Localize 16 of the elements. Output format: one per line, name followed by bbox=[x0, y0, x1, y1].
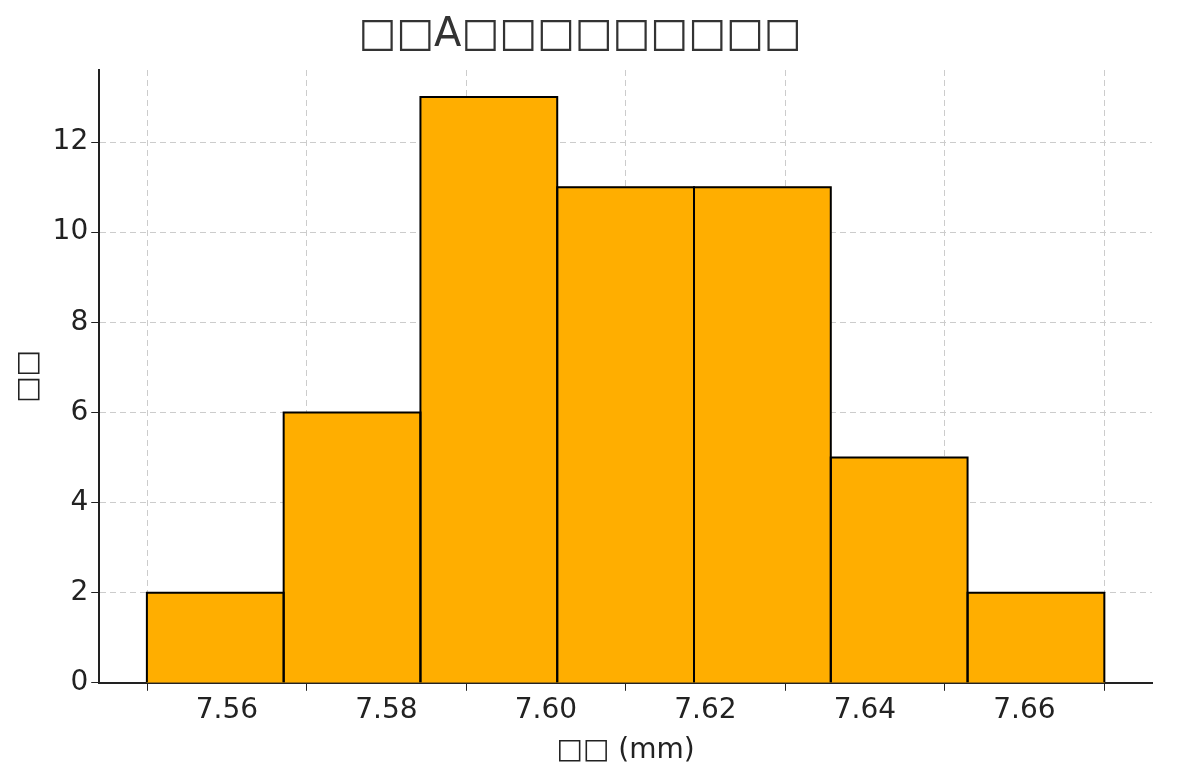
y-tick-label: 12 bbox=[52, 123, 89, 157]
y-axis-title: □□ bbox=[10, 349, 44, 403]
x-tick-label: 7.66 bbox=[993, 691, 1056, 725]
chart-title: □□A□□□□□□□□□ bbox=[358, 9, 802, 56]
x-tick-label: 7.64 bbox=[833, 691, 897, 725]
y-tick-label: 6 bbox=[70, 393, 89, 427]
x-axis-title: □□ (mm) bbox=[556, 732, 695, 766]
x-tick-label: 7.56 bbox=[195, 691, 259, 725]
y-tick-label: 4 bbox=[70, 483, 89, 517]
x-tick-label: 7.62 bbox=[674, 691, 737, 725]
y-tick-label: 0 bbox=[70, 664, 89, 698]
y-tick-label: 2 bbox=[70, 573, 89, 607]
x-tick-label: 7.60 bbox=[514, 691, 578, 725]
y-tick-label: 8 bbox=[70, 303, 89, 337]
x-tick-label: 7.58 bbox=[355, 691, 418, 725]
y-tick-label: 10 bbox=[52, 213, 89, 247]
